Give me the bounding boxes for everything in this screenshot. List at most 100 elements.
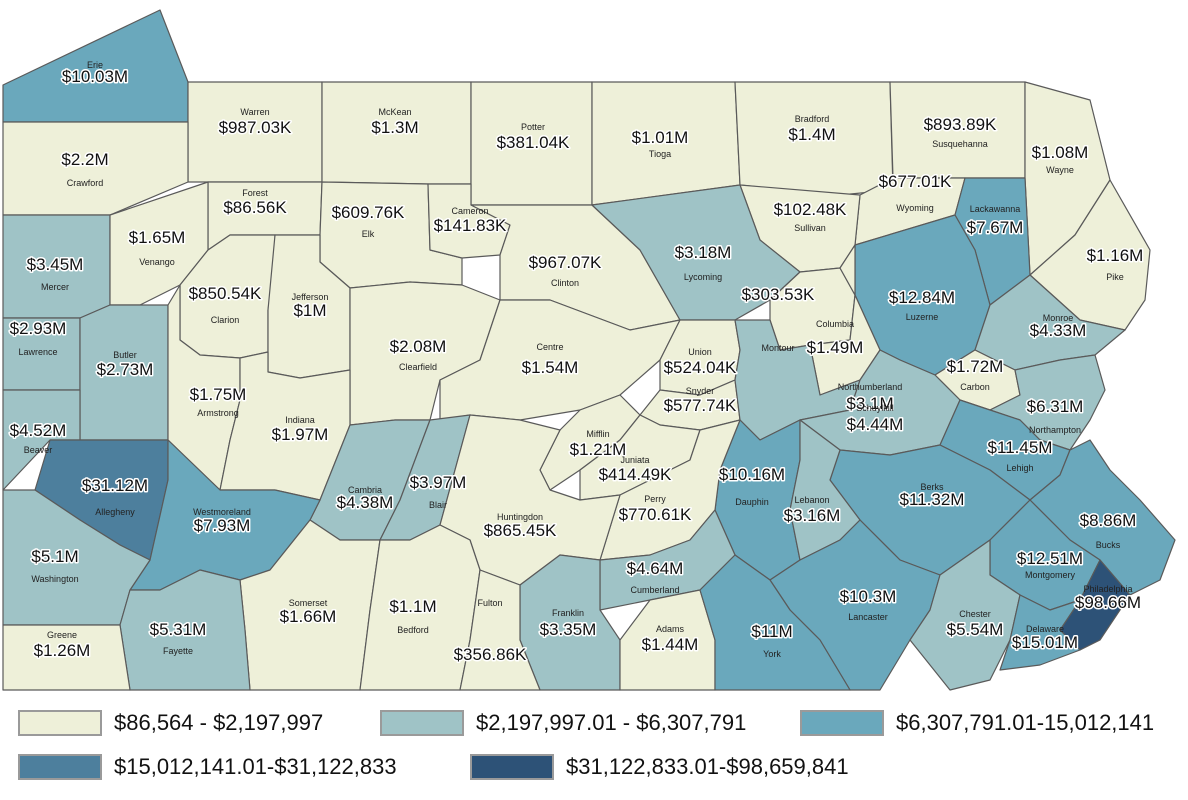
county-name-juniata: Juniata bbox=[620, 455, 649, 465]
county-name-montgomery: Montgomery bbox=[1025, 570, 1076, 580]
county-value-huntingdon: $865.45K bbox=[484, 521, 557, 540]
county-value-schuylkill: $4.44M bbox=[847, 415, 904, 434]
county-name-franklin: Franklin bbox=[552, 608, 584, 618]
county-value-washington: $5.1M bbox=[31, 547, 78, 566]
county-value-potter: $381.04K bbox=[497, 133, 570, 152]
county-name-fayette: Fayette bbox=[163, 646, 193, 656]
county-name-elk: Elk bbox=[362, 229, 375, 239]
county-name-lebanon: Lebanon bbox=[794, 495, 829, 505]
county-value-juniata: $414.49K bbox=[599, 465, 672, 484]
county-name-beaver: Beaver bbox=[24, 445, 53, 455]
county-value-clinton: $967.07K bbox=[529, 253, 602, 272]
county-value-lycoming: $3.18M bbox=[675, 243, 732, 262]
county-name-clearfield: Clearfield bbox=[399, 362, 437, 372]
county-name-blair: Blair bbox=[429, 500, 447, 510]
county-shape-crawford bbox=[2, 121, 189, 216]
county-value-sullivan: $102.48K bbox=[774, 200, 847, 219]
county-name-lycoming: Lycoming bbox=[684, 272, 722, 282]
county-value-wayne: $1.08M bbox=[1032, 143, 1089, 162]
county-name-susquehanna: Susquehanna bbox=[932, 139, 988, 149]
map-svg: Erie$10.03M Warren$987.03K McKean$1.3M Pott… bbox=[2, 9, 1176, 691]
legend-swatch bbox=[800, 710, 884, 736]
county-value-elk: $609.76K bbox=[332, 203, 405, 222]
county-value-venango: $1.65M bbox=[129, 228, 186, 247]
county-value-cameron: $141.83K bbox=[434, 216, 507, 235]
county-labels: Erie$10.03M Warren$987.03K McKean$1.3M Pott… bbox=[8, 60, 1145, 666]
legend-label: $31,122,833.01-$98,659,841 bbox=[566, 754, 849, 779]
county-shape-greene bbox=[2, 624, 131, 691]
county-shape-york bbox=[699, 554, 851, 691]
county-name-washington: Washington bbox=[31, 574, 78, 584]
county-name-jefferson: Jefferson bbox=[292, 292, 329, 302]
county-value-susquehanna: $893.89K bbox=[924, 115, 997, 134]
county-value-mifflin: $1.21M bbox=[570, 440, 627, 459]
county-name-cameron: Cameron bbox=[451, 206, 488, 216]
county-value-pike: $1.16M bbox=[1087, 246, 1144, 265]
county-value-greene: $1.26M bbox=[34, 641, 91, 660]
county-value-dauphin: $10.16M bbox=[719, 465, 785, 484]
county-name-fulton: Fulton bbox=[477, 598, 502, 608]
legend-item: $31,122,833.01-$98,659,841 bbox=[470, 750, 849, 784]
county-value-armstrong: $1.75M bbox=[190, 385, 247, 404]
county-value-bedford: $1.1M bbox=[389, 597, 436, 616]
legend-swatch bbox=[470, 754, 554, 780]
county-name-philadelphia: Philadelphia bbox=[1083, 584, 1132, 594]
county-name-delaware: Delaware bbox=[1026, 624, 1064, 634]
county-name-adams: Adams bbox=[656, 624, 685, 634]
county-value-butler: $2.73M bbox=[97, 360, 154, 379]
county-name-northumberland: Northumberland bbox=[838, 382, 903, 392]
county-name-perry: Perry bbox=[644, 494, 666, 504]
county-name-armstrong: Armstrong bbox=[197, 408, 239, 418]
county-name-clinton: Clinton bbox=[551, 278, 579, 288]
county-name-erie: Erie bbox=[87, 60, 103, 70]
legend-label: $2,197,997.01 - $6,307,791 bbox=[476, 710, 747, 735]
county-name-mckean: McKean bbox=[378, 107, 411, 117]
legend-label: $15,012,141.01-$31,122,833 bbox=[114, 754, 397, 779]
county-name-lancaster: Lancaster bbox=[848, 612, 888, 622]
county-name-monroe: Monroe bbox=[1043, 313, 1074, 323]
county-value-luzerne: $12.84M bbox=[889, 288, 955, 307]
county-value-forest: $86.56K bbox=[223, 198, 287, 217]
county-value-westmoreland: $7.93M bbox=[194, 516, 251, 535]
county-value-montgomery: $12.51M bbox=[1017, 549, 1083, 568]
legend-label: $6,307,791.01-15,012,141 bbox=[896, 710, 1155, 735]
county-name-montour: Montour bbox=[761, 343, 794, 353]
county-value-carbon: $1.72M bbox=[947, 357, 1004, 376]
county-value-franklin: $3.35M bbox=[540, 620, 597, 639]
county-name-pike: Pike bbox=[1106, 272, 1124, 282]
county-name-somerset: Somerset bbox=[289, 598, 328, 608]
county-name-bedford: Bedford bbox=[397, 625, 429, 635]
county-name-luzerne: Luzerne bbox=[906, 312, 939, 322]
county-value-jefferson: $1M bbox=[293, 301, 326, 320]
county-value-mckean: $1.3M bbox=[371, 118, 418, 137]
county-value-clarion: $850.54K bbox=[189, 284, 262, 303]
county-value-monroe: $4.33M bbox=[1030, 321, 1087, 340]
county-name-northampton: Northampton bbox=[1029, 425, 1081, 435]
county-name-greene: Greene bbox=[47, 630, 77, 640]
legend-swatch bbox=[18, 754, 102, 780]
county-value-chester: $5.54M bbox=[947, 620, 1004, 639]
county-value-lebanon: $3.16M bbox=[784, 506, 841, 525]
county-map: Erie $10.03M Warren $987.03K McKean $1.3M Pott… bbox=[2, 9, 1176, 691]
county-value-indiana: $1.97M bbox=[272, 425, 329, 444]
county-value-erie: $10.03M bbox=[62, 67, 128, 86]
county-value-centre: $1.54M bbox=[522, 358, 579, 377]
legend-item: $15,012,141.01-$31,122,833 bbox=[18, 750, 397, 784]
county-value-beaver: $4.52M bbox=[10, 421, 67, 440]
county-value-montour: $303.53K bbox=[742, 285, 815, 304]
county-name-snyder: Snyder bbox=[686, 386, 715, 396]
county-name-centre: Centre bbox=[536, 342, 563, 352]
county-value-lancaster: $10.3M bbox=[840, 587, 897, 606]
county-value-fayette: $5.31M bbox=[150, 620, 207, 639]
county-name-clarion: Clarion bbox=[211, 315, 240, 325]
county-value-tioga: $1.01M bbox=[632, 128, 689, 147]
county-name-warren: Warren bbox=[240, 107, 269, 117]
county-value-adams: $1.44M bbox=[642, 635, 699, 654]
county-name-bucks: Bucks bbox=[1096, 540, 1121, 550]
county-value-clearfield: $2.08M bbox=[390, 337, 447, 356]
county-name-schuylkill: Schuylkill bbox=[856, 403, 894, 413]
county-value-lawrence: $2.93M bbox=[10, 319, 67, 338]
county-name-crawford: Crawford bbox=[67, 178, 104, 188]
county-name-chester: Chester bbox=[959, 609, 991, 619]
county-name-bradford: Bradford bbox=[795, 114, 830, 124]
